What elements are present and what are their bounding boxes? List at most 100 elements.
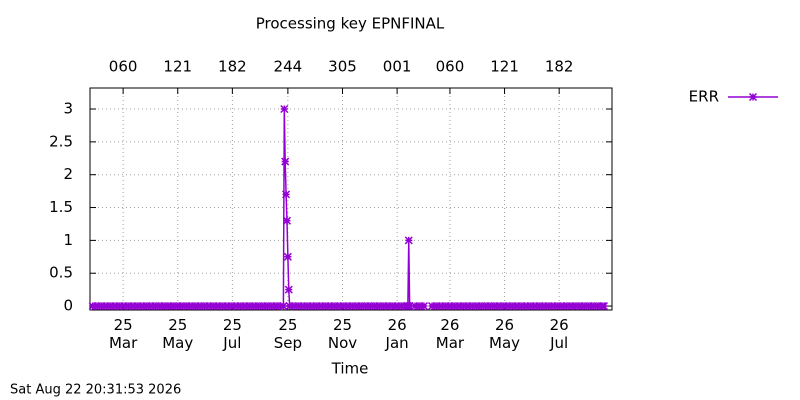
x2-tick-label: 060 <box>436 58 465 76</box>
data-point <box>544 302 553 311</box>
x-tick-label: 25 Mar <box>108 316 138 352</box>
data-point <box>393 302 402 311</box>
data-point <box>539 302 548 311</box>
data-point <box>231 302 240 311</box>
data-point <box>530 302 540 311</box>
data-point <box>254 302 263 311</box>
data-point <box>499 302 508 311</box>
data-point <box>343 302 352 311</box>
data-point <box>214 302 223 311</box>
data-point <box>490 302 499 311</box>
data-point <box>209 302 218 311</box>
x2-tick-label: 182 <box>545 58 574 76</box>
data-point <box>379 302 388 311</box>
data-point <box>282 190 291 199</box>
legend-marker <box>748 92 758 102</box>
data-point <box>178 302 187 311</box>
data-point <box>308 302 317 311</box>
data-point <box>111 302 120 311</box>
data-point <box>375 302 384 311</box>
data-point <box>191 302 200 311</box>
data-point <box>415 302 424 311</box>
data-point <box>508 302 517 311</box>
data-point <box>486 302 495 311</box>
data-point <box>454 302 463 311</box>
x-tick-label: 25 Sep <box>273 316 303 352</box>
data-point <box>272 302 281 311</box>
data-point <box>316 302 326 311</box>
x2-tick-label: 001 <box>383 58 412 76</box>
data-point <box>279 302 288 311</box>
data-point <box>285 302 294 311</box>
data-point <box>593 302 602 311</box>
data-point <box>284 285 293 294</box>
data-point <box>535 302 544 311</box>
x2-tick-label: 182 <box>218 58 247 76</box>
data-point <box>477 302 486 311</box>
x-axis-label: Time <box>331 360 369 378</box>
data-point <box>164 302 173 311</box>
data-point <box>227 302 236 311</box>
data-point <box>334 302 343 311</box>
data-point <box>571 302 580 311</box>
data-point <box>249 302 258 311</box>
data-point <box>280 104 289 114</box>
data-point <box>463 302 472 311</box>
data-point <box>240 302 249 311</box>
y-tick-label: 0.5 <box>49 264 73 282</box>
data-point <box>495 302 504 311</box>
data-point <box>137 302 146 311</box>
y-tick-label: 2 <box>63 165 73 183</box>
data-point <box>445 302 454 311</box>
data-point <box>128 302 138 311</box>
data-point <box>472 302 481 311</box>
x2-tick-label: 060 <box>109 58 138 76</box>
data-point <box>575 302 584 311</box>
data-point <box>562 302 571 311</box>
data-point <box>142 302 151 311</box>
x2-tick-label: 244 <box>274 58 303 76</box>
data-point <box>419 302 429 311</box>
x-tick-label: 25 Jul <box>222 316 242 352</box>
plot-border <box>89 87 613 311</box>
data-point <box>282 216 292 225</box>
data-point <box>589 302 598 311</box>
data-point <box>218 302 227 311</box>
data-point <box>281 157 290 166</box>
data-point <box>321 302 330 311</box>
data-point <box>236 302 245 311</box>
data-point <box>361 302 370 311</box>
data-point <box>88 302 97 311</box>
data-point <box>263 302 272 311</box>
data-point <box>169 302 178 311</box>
data-point <box>106 302 115 311</box>
data-point <box>303 302 312 311</box>
data-point <box>294 302 303 311</box>
data-point <box>283 252 292 261</box>
data-point <box>200 302 209 311</box>
data-point <box>405 302 414 311</box>
data-point <box>205 302 214 311</box>
data-point <box>580 302 589 311</box>
chart-title: Processing key EPNFINAL <box>256 15 445 33</box>
data-point <box>481 302 490 311</box>
y-tick-label: 0 <box>63 297 73 315</box>
data-point <box>504 302 513 311</box>
data-point <box>357 302 366 311</box>
data-point <box>513 302 522 311</box>
data-point <box>146 302 155 311</box>
data-point <box>290 302 299 311</box>
data-point <box>97 302 106 311</box>
data-point <box>187 302 196 311</box>
data-point <box>196 302 205 311</box>
x-tick-label: 26 May <box>489 316 521 352</box>
data-point <box>155 302 164 311</box>
data-point <box>312 302 321 311</box>
x-tick-label: 25 Nov <box>327 316 358 352</box>
x-tick-label: 26 Mar <box>435 316 465 352</box>
x2-tick-label: 305 <box>328 58 357 76</box>
data-point <box>410 302 420 311</box>
data-point <box>102 302 111 311</box>
data-point <box>397 302 406 311</box>
